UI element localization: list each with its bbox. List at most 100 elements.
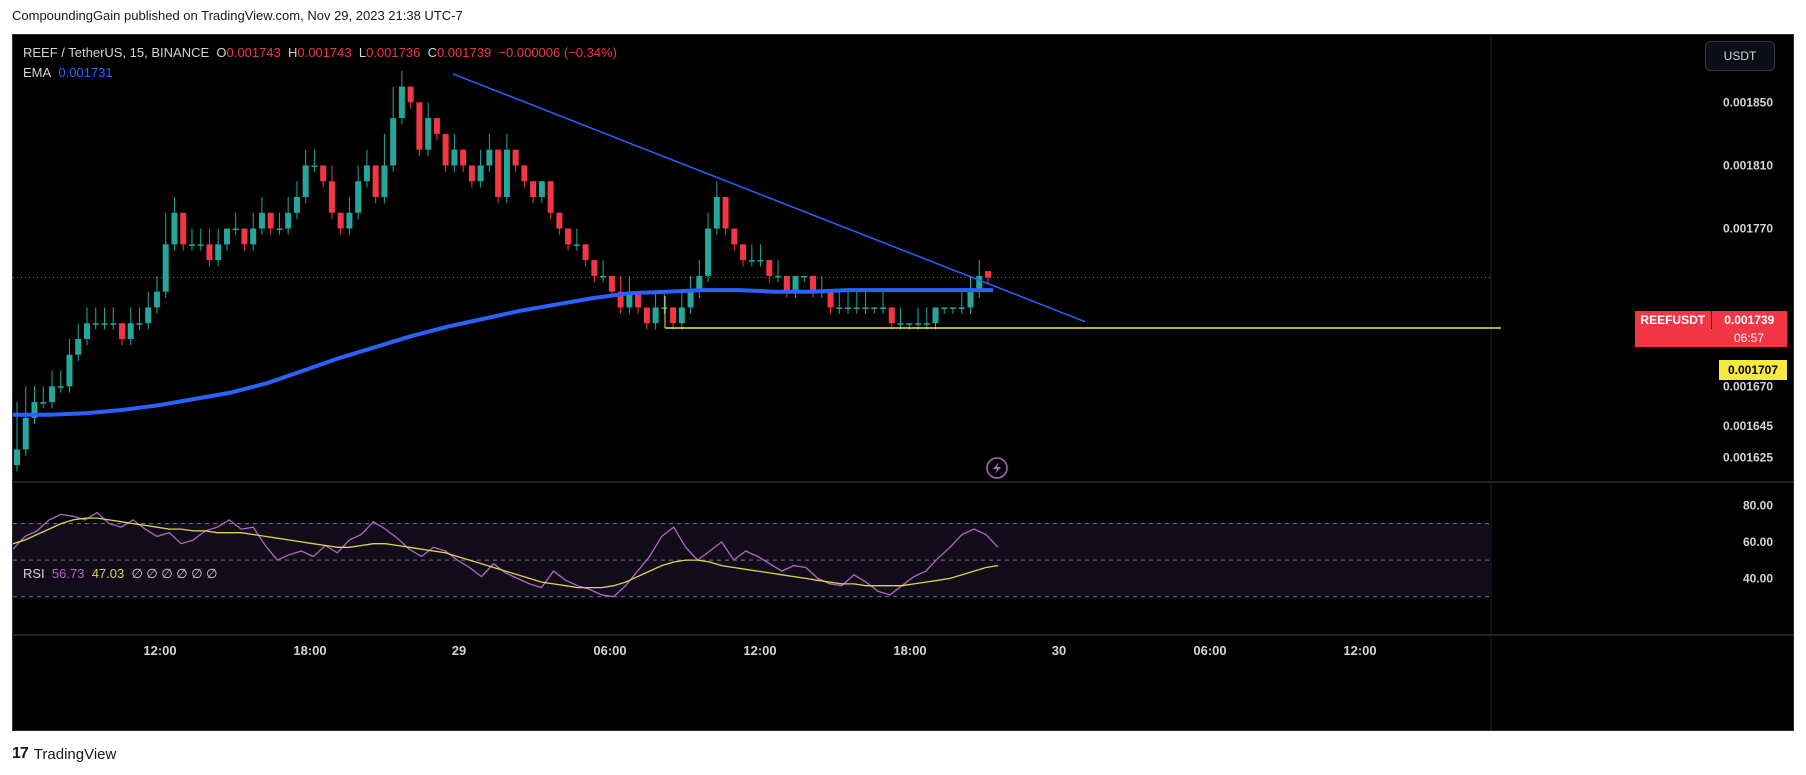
candle	[188, 244, 195, 246]
candle	[328, 181, 335, 213]
candle	[118, 323, 125, 339]
candles-layer	[14, 70, 991, 472]
candle	[967, 291, 974, 308]
candle	[302, 165, 309, 197]
candle	[845, 307, 852, 309]
candle	[57, 386, 64, 388]
rsi-label: RSI	[23, 566, 45, 581]
chart-panel[interactable]: 0.0018500.0018100.0017700.0017000.001670…	[12, 34, 1794, 731]
time-tick-label: 12:00	[1343, 643, 1376, 658]
candle	[346, 212, 353, 229]
candle	[775, 275, 782, 278]
time-tick-label: 06:00	[593, 643, 626, 658]
candle	[381, 165, 388, 197]
candle	[425, 118, 432, 150]
candle	[276, 228, 283, 231]
candle	[110, 323, 117, 325]
rsi-layer: 80.00 60.00 40.00	[13, 498, 1773, 598]
rsi-ma-line	[13, 517, 999, 589]
currency-button[interactable]: USDT	[1705, 41, 1775, 71]
candle	[731, 228, 738, 245]
candle	[635, 291, 642, 308]
candle	[355, 181, 362, 213]
candle	[136, 323, 143, 325]
time-tick-label: 18:00	[893, 643, 926, 658]
time-tick-label: 06:00	[1193, 643, 1226, 658]
candle	[241, 228, 248, 245]
candle	[958, 307, 965, 309]
candle	[853, 307, 860, 309]
high-value: 0.001743	[297, 45, 352, 60]
candle	[206, 244, 213, 261]
candle	[941, 307, 948, 309]
candle	[390, 118, 397, 166]
price-tick-label: 0.001625	[1723, 450, 1773, 464]
candle	[985, 271, 991, 278]
price-chart[interactable]: 0.0018500.0018100.0017700.0017000.001670…	[13, 35, 1794, 731]
candle	[83, 323, 90, 339]
candle	[495, 149, 502, 197]
candle	[757, 260, 764, 262]
rsi-tick-label: 60.00	[1743, 535, 1773, 549]
published-header: CompoundingGain published on TradingView…	[12, 8, 463, 23]
candle	[512, 149, 519, 166]
candle	[547, 181, 554, 213]
candle	[643, 307, 650, 324]
candle	[687, 291, 694, 308]
candle	[976, 275, 983, 292]
support-price-tag: 0.001707	[1719, 360, 1787, 380]
candle	[565, 228, 572, 245]
last-price-value: 0.001739	[1724, 313, 1775, 327]
rsi-value: 56.73	[51, 566, 85, 581]
candle	[372, 165, 379, 197]
axis-layer: 0.0018500.0018100.0017700.0017000.001670…	[143, 95, 1773, 658]
candle	[897, 323, 904, 325]
lightning-icon-bolt	[993, 462, 1001, 474]
candle	[608, 275, 615, 292]
candle	[600, 275, 607, 278]
candle	[503, 149, 510, 197]
candle	[14, 449, 20, 466]
candle	[792, 275, 799, 292]
candle	[530, 181, 537, 197]
candle	[713, 197, 720, 229]
candle	[722, 197, 729, 229]
symbol-legend: REEF / TetherUS, 15, BINANCE O0.001743 H…	[23, 43, 617, 83]
rsi-tick-label: 80.00	[1743, 498, 1773, 512]
last-price-tag: REEFUSDT 0.001739 06:57	[1635, 311, 1787, 347]
candle	[617, 291, 624, 308]
price-tick-label: 0.001670	[1723, 379, 1773, 393]
ema-line	[13, 288, 993, 417]
candle	[171, 212, 178, 245]
candle	[950, 307, 957, 309]
candle	[223, 228, 230, 245]
candle	[433, 118, 440, 134]
candle	[145, 307, 152, 324]
ema-label: EMA	[23, 65, 52, 80]
candle	[556, 212, 563, 229]
candle	[748, 260, 755, 262]
candle	[451, 149, 458, 166]
rsi-legend: RSI 56.73 47.03 ∅ ∅ ∅ ∅ ∅ ∅	[23, 566, 217, 582]
candle	[22, 417, 29, 450]
low-value: 0.001736	[366, 45, 421, 60]
candle	[180, 212, 187, 245]
candle	[705, 228, 712, 276]
candle	[48, 386, 55, 403]
rsi-tick-label: 40.00	[1743, 571, 1773, 585]
time-tick-label: 12:00	[143, 643, 176, 658]
candle	[696, 275, 703, 292]
ema-value: 0.001731	[58, 65, 113, 80]
open-value: 0.001743	[226, 45, 281, 60]
brand-footer[interactable]: 17 TradingView	[12, 745, 116, 763]
open-label: O	[216, 45, 227, 60]
price-tick-label: 0.001770	[1723, 222, 1773, 236]
candle	[468, 165, 475, 182]
candle	[460, 149, 467, 166]
candle	[888, 307, 895, 324]
candle	[267, 212, 274, 229]
time-tick-label: 18:00	[293, 643, 326, 658]
candle	[836, 307, 843, 309]
lightning-icon-ring	[986, 457, 1008, 479]
candle	[320, 165, 327, 182]
